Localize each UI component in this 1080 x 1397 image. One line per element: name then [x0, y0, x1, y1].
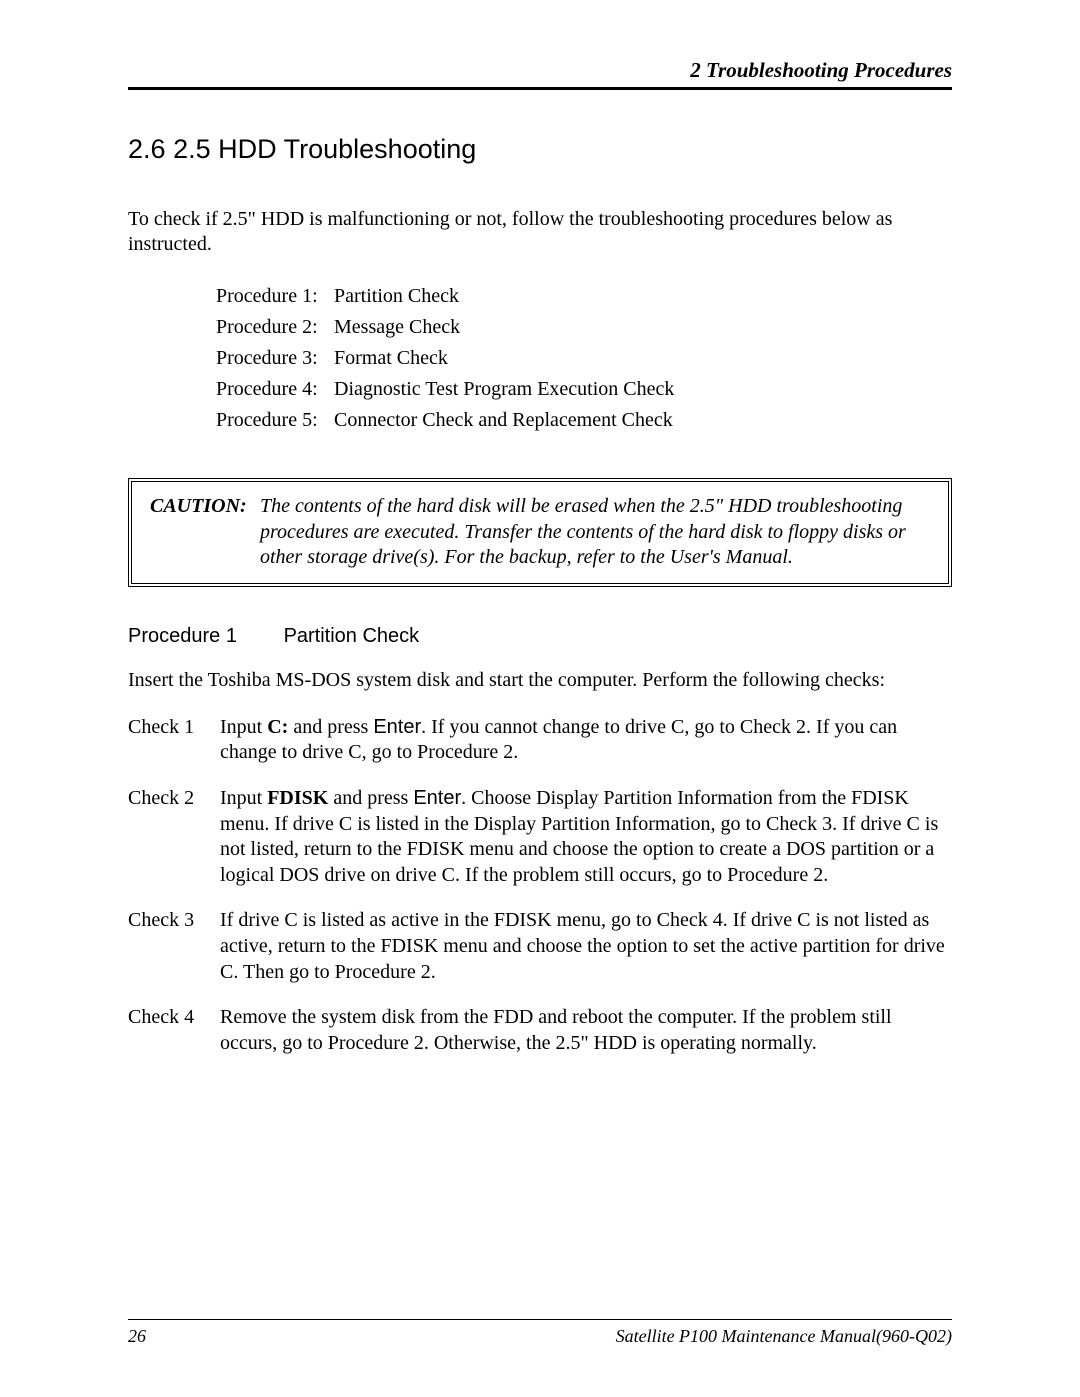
section-number: 2.6	[128, 134, 166, 164]
caution-text: The contents of the hard disk will be er…	[260, 494, 930, 571]
section-heading: 2.6 2.5 HDD Troubleshooting	[128, 134, 952, 165]
procedure-row: Procedure 2: Message Check	[216, 316, 952, 339]
procedure-label: Procedure 1:	[216, 285, 334, 308]
page-container: 2 Troubleshooting Procedures 2.6 2.5 HDD…	[0, 0, 1080, 1397]
procedure-text: Connector Check and Replacement Check	[334, 409, 673, 432]
procedure-row: Procedure 1: Partition Check	[216, 285, 952, 308]
check-row: Check 2 Input FDISK and press Enter. Cho…	[128, 786, 952, 888]
check-label: Check 4	[128, 1005, 220, 1056]
check-row: Check 3 If drive C is listed as active i…	[128, 908, 952, 985]
check-label: Check 1	[128, 715, 220, 766]
check-body: If drive C is listed as active in the FD…	[220, 908, 952, 985]
header-rule	[128, 87, 952, 90]
section-qualifier: 2.5	[173, 134, 211, 164]
key-text: Enter	[413, 787, 461, 809]
procedure-label: Procedure 3:	[216, 347, 334, 370]
subhead-number: Procedure 1	[128, 625, 278, 648]
procedure-label: Procedure 2:	[216, 316, 334, 339]
check-label: Check 3	[128, 908, 220, 985]
procedure-text: Format Check	[334, 347, 448, 370]
key-text: Enter	[373, 716, 421, 738]
procedure-label: Procedure 4:	[216, 378, 334, 401]
caution-box: CAUTION: The contents of the hard disk w…	[128, 478, 952, 587]
intro-paragraph: To check if 2.5" HDD is malfunctioning o…	[128, 207, 952, 257]
check-body: Remove the system disk from the FDD and …	[220, 1005, 952, 1056]
section-title-text: HDD Troubleshooting	[218, 134, 476, 164]
procedure-text: Diagnostic Test Program Execution Check	[334, 378, 674, 401]
check-text: and press	[288, 716, 373, 738]
check-text: Input	[220, 787, 267, 809]
procedure-row: Procedure 5: Connector Check and Replace…	[216, 409, 952, 432]
procedure-subheading: Procedure 1 Partition Check	[128, 625, 952, 648]
running-header: 2 Troubleshooting Procedures	[128, 58, 952, 87]
check-row: Check 1 Input C: and press Enter. If you…	[128, 715, 952, 766]
procedure-label: Procedure 5:	[216, 409, 334, 432]
body-paragraph: Insert the Toshiba MS-DOS system disk an…	[128, 668, 952, 693]
check-label: Check 2	[128, 786, 220, 888]
page-number: 26	[128, 1326, 146, 1347]
check-body: Input FDISK and press Enter. Choose Disp…	[220, 786, 952, 888]
check-row: Check 4 Remove the system disk from the …	[128, 1005, 952, 1056]
procedure-list: Procedure 1: Partition Check Procedure 2…	[216, 285, 952, 440]
page-footer: 26 Satellite P100 Maintenance Manual(960…	[128, 1319, 952, 1347]
command-text: FDISK	[267, 787, 328, 809]
caution-label: CAUTION:	[150, 494, 260, 571]
procedure-text: Message Check	[334, 316, 460, 339]
command-text: C:	[267, 716, 288, 738]
check-text: Input	[220, 716, 267, 738]
check-text: and press	[328, 787, 413, 809]
procedure-row: Procedure 4: Diagnostic Test Program Exe…	[216, 378, 952, 401]
check-body: Input C: and press Enter. If you cannot …	[220, 715, 952, 766]
manual-title: Satellite P100 Maintenance Manual(960-Q0…	[616, 1326, 952, 1347]
subhead-title: Partition Check	[284, 625, 420, 647]
procedure-row: Procedure 3: Format Check	[216, 347, 952, 370]
procedure-text: Partition Check	[334, 285, 459, 308]
